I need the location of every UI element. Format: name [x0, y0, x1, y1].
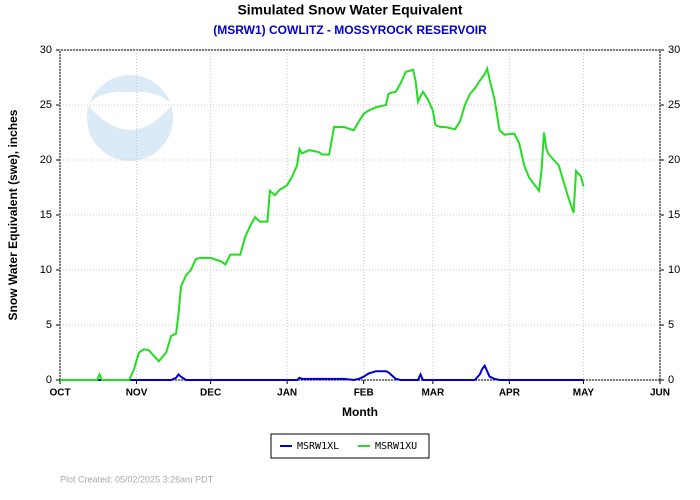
y-tick-label: 5: [46, 319, 52, 331]
y2-tick-label: 25: [668, 99, 680, 111]
y-tick-label: 10: [40, 264, 52, 276]
logo-text: NOAA: [109, 91, 150, 107]
y2-tick-label: 30: [668, 44, 680, 56]
y-tick-label: 20: [40, 154, 52, 166]
x-tick-label: JAN: [277, 388, 297, 399]
y-axis-label: Snow Water Equivalent (swe), inches: [6, 109, 20, 320]
x-tick-label: DEC: [200, 388, 221, 399]
legend-label: MSRW1XU: [375, 441, 417, 452]
y2-tick-label: 15: [668, 209, 680, 221]
y-tick-label: 0: [46, 374, 52, 386]
legend-label: MSRW1XL: [297, 441, 339, 452]
x-axis-label: Month: [342, 405, 378, 419]
x-tick-label: JUN: [650, 388, 670, 399]
y2-tick-label: 20: [668, 154, 680, 166]
y-tick-label: 30: [40, 44, 52, 56]
series-line: [60, 363, 584, 382]
logo-wave: [88, 91, 172, 130]
series-line: [60, 65, 585, 381]
x-tick-label: MAY: [573, 388, 595, 399]
y2-tick-label: 5: [668, 319, 674, 331]
x-tick-label: MAR: [421, 388, 445, 399]
x-tick-label: NOV: [126, 388, 148, 399]
logo-circle: [87, 75, 173, 161]
chart-subtitle: (MSRW1) COWLITZ - MOSSYROCK RESERVOIR: [213, 23, 487, 37]
x-tick-label: OCT: [49, 388, 70, 399]
chart-title: Simulated Snow Water Equivalent: [237, 2, 462, 18]
y-tick-label: 25: [40, 99, 52, 111]
y-tick-label: 15: [40, 209, 52, 221]
footnote: Plot Created: 05/02/2025 3:26am PDT: [60, 474, 214, 484]
legend: [270, 433, 430, 459]
x-tick-label: FEB: [354, 388, 374, 399]
y2-tick-label: 10: [668, 264, 680, 276]
y2-tick-label: 0: [668, 374, 674, 386]
logo: [87, 75, 173, 161]
x-tick-label: APR: [499, 388, 521, 399]
